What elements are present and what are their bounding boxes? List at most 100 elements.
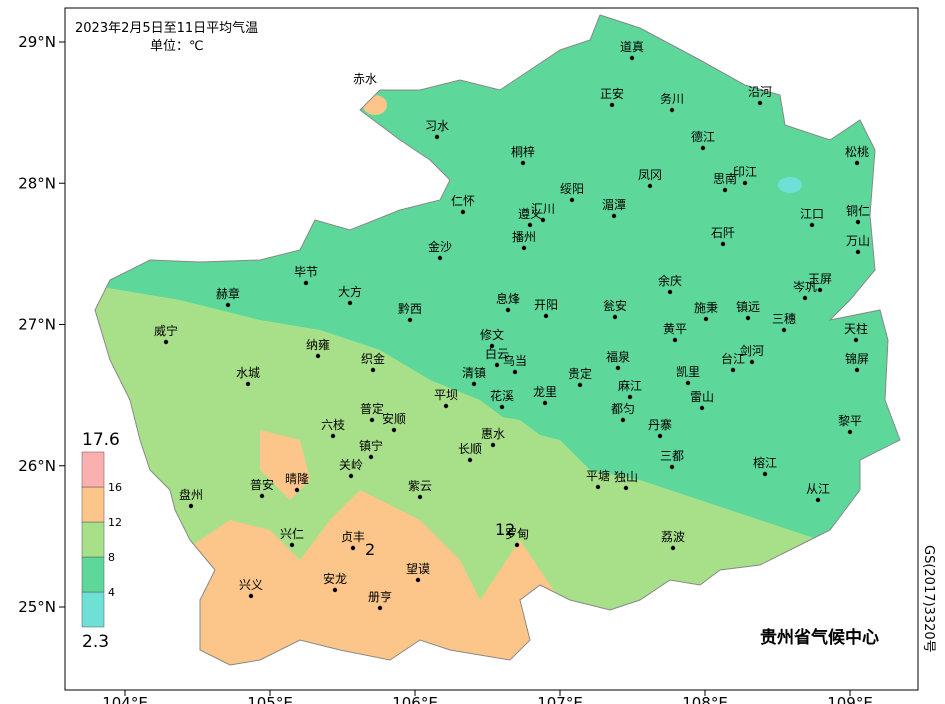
city-dot <box>627 394 633 400</box>
city-label: 正安 <box>600 86 624 101</box>
city-label: 铜仁 <box>846 203 870 218</box>
city-dot <box>757 100 763 106</box>
city-dot <box>817 287 823 293</box>
city-label: 兴义 <box>239 578 263 592</box>
city-label: 赫章 <box>216 286 240 301</box>
city-label: 湄潭 <box>602 198 626 212</box>
x-tick-label: 105°E <box>247 694 293 704</box>
city-dot <box>460 209 466 215</box>
city-dot <box>623 485 629 491</box>
city-label: 习水 <box>425 119 449 133</box>
x-tick-label: 106°E <box>392 694 438 704</box>
city-dot <box>369 417 375 423</box>
city-label: 普定 <box>360 401 384 416</box>
city-dot <box>853 337 859 343</box>
city-label: 清镇 <box>462 366 486 380</box>
city-dot <box>467 457 473 463</box>
y-tick-label: 25°N <box>18 598 56 616</box>
city-dot <box>303 280 309 286</box>
city-label: 白云 <box>485 346 509 361</box>
city-dot <box>700 145 706 151</box>
city-label: 剑河 <box>740 343 764 358</box>
city-label: 石阡 <box>711 225 735 240</box>
x-tick-label: 104°E <box>102 694 148 704</box>
city-label: 独山 <box>614 470 638 484</box>
city-label: 息烽 <box>496 291 520 306</box>
city-label: 修文 <box>480 327 504 342</box>
city-dot <box>809 222 815 228</box>
city-dot <box>855 249 861 255</box>
city-dot <box>609 102 615 108</box>
city-label: 凤冈 <box>638 168 662 182</box>
city-label: 平塘 <box>586 468 610 483</box>
city-label: 大方 <box>338 284 362 299</box>
city-dot <box>672 337 678 343</box>
city-label: 印江 <box>733 165 757 179</box>
city-label: 册亨 <box>368 589 392 604</box>
y-tick-label: 26°N <box>18 457 56 475</box>
city-dot <box>350 545 356 551</box>
city-label: 织金 <box>361 351 385 366</box>
city-dot <box>512 369 518 375</box>
city-dot <box>670 545 676 551</box>
city-label: 关岭 <box>339 458 363 472</box>
city-label: 麻江 <box>618 378 642 393</box>
city-dot <box>520 160 526 166</box>
city-dot <box>434 134 440 140</box>
city-label: 毕节 <box>294 265 318 279</box>
city-dot <box>722 187 728 193</box>
city-label: 都匀 <box>611 402 635 416</box>
city-label: 凯里 <box>676 365 700 379</box>
city-dot <box>629 55 635 61</box>
city-label: 罗甸 <box>505 527 529 541</box>
city-dot <box>802 295 808 301</box>
city-label: 玉屏 <box>808 272 832 286</box>
city-label: 乌当 <box>503 353 527 368</box>
legend-band <box>81 451 105 488</box>
city-label: 赤水 <box>353 72 377 86</box>
city-dot <box>847 429 853 435</box>
city-dot <box>347 300 353 306</box>
city-dot <box>248 593 254 599</box>
city-label: 万山 <box>846 234 870 248</box>
legend-band <box>81 486 105 523</box>
city-dot <box>391 427 397 433</box>
city-dot <box>542 400 548 406</box>
city-label: 黎平 <box>838 414 862 428</box>
legend-band <box>81 591 105 628</box>
city-label: 金沙 <box>428 239 452 254</box>
city-dot <box>294 487 300 493</box>
city-dot <box>489 343 495 349</box>
city-dot <box>245 381 251 387</box>
city-dot <box>443 403 449 409</box>
province-border <box>94 14 901 666</box>
city-dot <box>494 362 500 368</box>
city-dot <box>657 433 663 439</box>
city-dot <box>407 317 413 323</box>
city-dot <box>188 503 194 509</box>
city-label: 松桃 <box>845 144 869 159</box>
legend-label: 12 <box>108 516 122 529</box>
city-label: 龙里 <box>533 385 557 399</box>
city-label: 天柱 <box>844 321 868 336</box>
city-dot <box>505 307 511 313</box>
city-label: 桐梓 <box>511 144 535 159</box>
city-dot <box>745 315 751 321</box>
city-dot <box>499 404 505 410</box>
unit: 单位：℃ <box>150 39 204 54</box>
city-dot <box>685 380 691 386</box>
city-label: 仁怀 <box>451 194 475 208</box>
city-dot <box>569 197 575 203</box>
city-dot <box>669 107 675 113</box>
y-tick-label: 29°N <box>18 33 56 51</box>
city-label: 荔波 <box>661 530 685 544</box>
city-label: 三都 <box>660 449 684 463</box>
legend-label: 16 <box>108 481 122 494</box>
city-dot <box>854 367 860 373</box>
city-label: 黔西 <box>398 301 422 316</box>
city-dot <box>703 316 709 322</box>
city-label: 台江 <box>721 351 745 366</box>
city-label: 沿河 <box>748 85 772 99</box>
city-dot <box>720 241 726 247</box>
